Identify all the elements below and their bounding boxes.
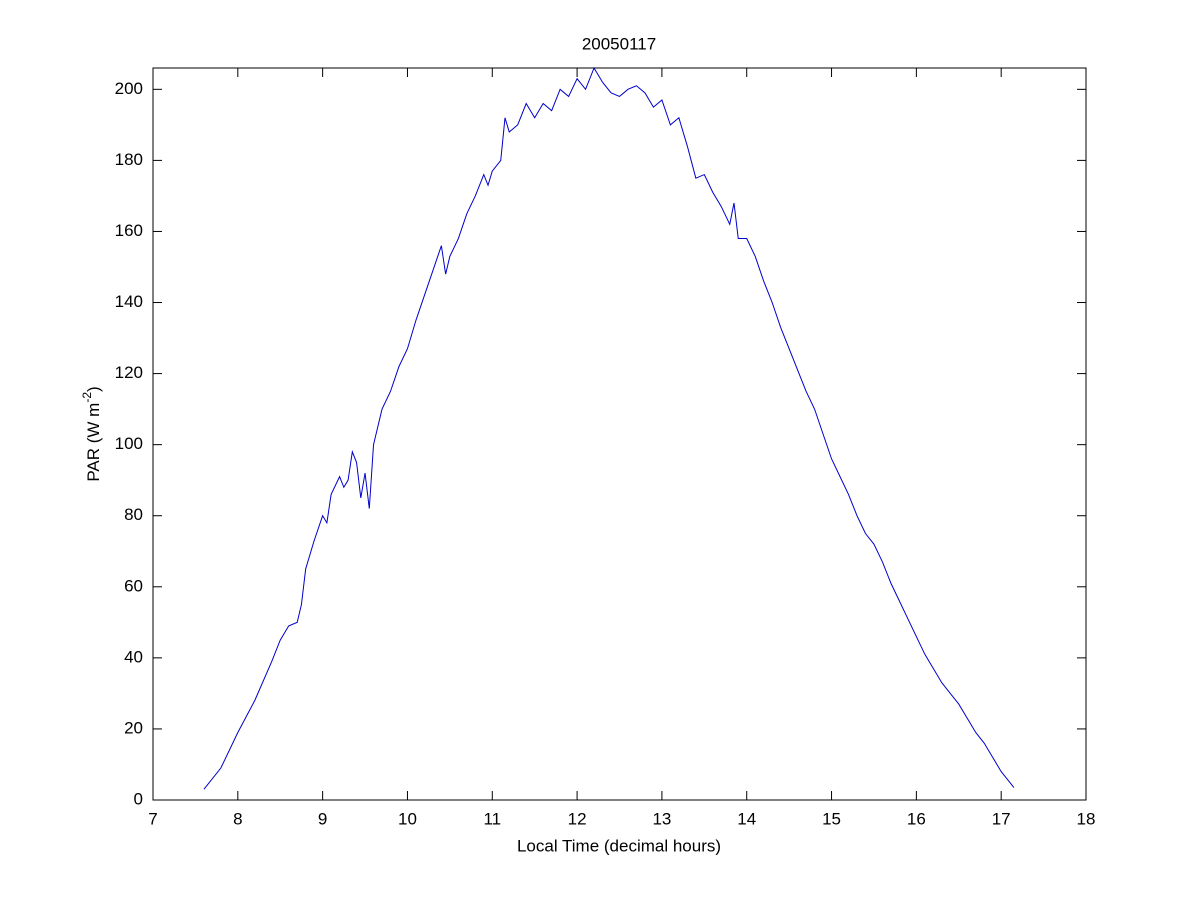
y-tick-label: 140: [115, 292, 143, 311]
y-axis-label: PAR (W m-2): [80, 386, 103, 481]
y-tick-label: 120: [115, 363, 143, 382]
y-tick-label: 0: [134, 789, 143, 808]
x-tick-label: 18: [1077, 809, 1096, 828]
y-tick-label: 40: [124, 647, 143, 666]
y-tick-label: 160: [115, 221, 143, 240]
x-tick-label: 13: [652, 809, 671, 828]
y-axis-label-sup: -2: [80, 392, 94, 403]
x-tick-label: 8: [233, 809, 242, 828]
x-tick-label: 7: [148, 809, 157, 828]
x-tick-label: 14: [737, 809, 756, 828]
x-tick-label: 10: [398, 809, 417, 828]
x-tick-label: 12: [568, 809, 587, 828]
x-tick-label: 16: [907, 809, 926, 828]
data-line: [203, 66, 1015, 790]
x-tick-label: 17: [992, 809, 1011, 828]
y-tick-label: 200: [115, 79, 143, 98]
y-axis-label-end: ): [84, 386, 103, 392]
x-tick-label: 9: [318, 809, 327, 828]
y-tick-label: 180: [115, 150, 143, 169]
plot-area: [152, 67, 1087, 801]
chart-title: 20050117: [582, 34, 656, 53]
y-tick-label: 20: [124, 718, 143, 737]
y-tick-label: 80: [124, 505, 143, 524]
x-tick-label: 15: [822, 809, 841, 828]
x-axis-label: Local Time (decimal hours): [517, 836, 721, 855]
y-tick-label: 60: [124, 576, 143, 595]
y-axis-label-text: PAR (W m: [84, 403, 103, 482]
y-tick-label: 100: [115, 434, 143, 453]
x-tick-label: 11: [483, 809, 501, 828]
